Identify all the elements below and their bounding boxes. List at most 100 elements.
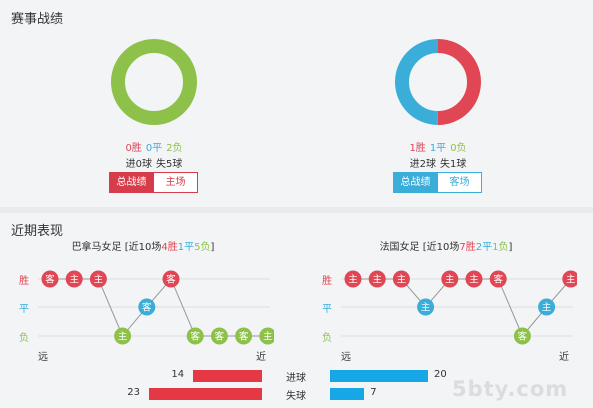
right-form-match-venue: 主 <box>421 302 431 314</box>
right-form-wins: 7胜 <box>459 242 476 253</box>
record-panel: 赛事战绩 0胜 0平 2负 进0球 失5球 总战绩 主场 1胜 1平 0负 进2球 失1球 … <box>11 12 518 193</box>
left-form-match-dot <box>210 327 228 345</box>
right-recent-form-chart: 主主主主主主客客主主 <box>341 270 577 345</box>
right-form-match-point[interactable]: 主 <box>417 298 435 316</box>
right-draw-count: 1平 <box>429 143 447 154</box>
left-form-match-venue: 主 <box>69 274 79 286</box>
left-form-match-venue: 主 <box>263 331 273 343</box>
right-form-match-dot <box>489 270 507 288</box>
left-team-name: 巴拿马女足 <box>71 242 122 253</box>
left-form-match-point[interactable]: 主 <box>89 270 107 288</box>
left-goals-scored-value: 14 <box>171 369 185 380</box>
left-form-match-dot <box>89 270 107 288</box>
left-form-match-point[interactable]: 客 <box>186 327 204 345</box>
right-form-match-venue: 客 <box>518 331 528 343</box>
record-section-title: 赛事战绩 <box>11 12 64 27</box>
left-team-header: 巴拿马女足 [近10场4胜1平5负] <box>13 238 273 253</box>
right-form-match-point[interactable]: 主 <box>368 270 386 288</box>
right-form-match-dot <box>368 270 386 288</box>
left-form-match-point[interactable]: 主 <box>65 270 83 288</box>
right-form-match-point[interactable]: 主 <box>562 270 577 288</box>
right-goals-scored-bar <box>330 370 428 382</box>
right-form-match-venue: 主 <box>348 274 358 286</box>
right-form-match-venue: 客 <box>493 274 503 286</box>
right-form-draws: 2平 <box>475 242 493 253</box>
right-form-match-dot <box>465 270 483 288</box>
left-win-count: 0胜 <box>125 143 142 154</box>
left-form-match-venue: 客 <box>45 274 55 286</box>
left-row-label-draw: 平 <box>19 304 29 315</box>
left-goals-conceded-value: 23 <box>127 387 141 398</box>
left-form-match-venue: 客 <box>142 302 152 314</box>
right-row-label-loss: 负 <box>322 333 332 344</box>
left-form-match-point[interactable]: 客 <box>41 270 59 288</box>
left-form-losses: 5负 <box>194 242 211 253</box>
right-team-name: 法国女足 <box>379 242 420 253</box>
right-goals-conceded-value: 7 <box>370 387 377 398</box>
left-form-match-dot <box>186 327 204 345</box>
left-goals-conceded-bar <box>149 388 262 400</box>
right-record-donut-chart <box>395 39 481 125</box>
right-form-match-venue: 主 <box>469 274 479 286</box>
left-axis-near: 近 <box>256 352 266 363</box>
left-form-match-dot <box>65 270 83 288</box>
right-form-match-point[interactable]: 客 <box>513 327 531 345</box>
left-form-match-point[interactable]: 客 <box>210 327 228 345</box>
right-goals-scored-value: 20 <box>434 369 447 380</box>
right-form-match-dot <box>441 270 459 288</box>
right-team-header: 法国女足 [近10场7胜2平1负] <box>316 238 576 253</box>
left-loss-count: 2负 <box>166 143 183 154</box>
right-form-suffix: ] <box>508 242 513 253</box>
right-goals-summary: 进2球 失1球 <box>358 155 518 170</box>
left-form-match-dot <box>114 327 132 345</box>
right-form-match-point[interactable]: 主 <box>344 270 362 288</box>
right-axis-near: 近 <box>559 352 569 363</box>
left-row-label-loss: 负 <box>19 333 29 344</box>
right-axis-far: 远 <box>341 352 351 363</box>
recent-form-panel: 近期表现 巴拿马女足 [近10场4胜1平5负] 法国女足 [近10场7胜2平1负… <box>0 213 593 408</box>
goals-conceded-label: 失球 <box>286 391 306 402</box>
right-form-match-point[interactable]: 主 <box>441 270 459 288</box>
right-row-label-draw: 平 <box>322 304 332 315</box>
right-form-match-venue: 主 <box>566 274 576 286</box>
right-tab-overall[interactable]: 总战绩 <box>393 172 438 193</box>
right-form-match-dot <box>513 327 531 345</box>
left-form-match-dot <box>138 298 156 316</box>
left-form-match-venue: 主 <box>94 274 104 286</box>
right-form-match-venue: 主 <box>542 302 552 314</box>
right-form-match-point[interactable]: 主 <box>392 270 410 288</box>
left-tab-overall[interactable]: 总战绩 <box>109 172 154 193</box>
right-form-match-venue: 主 <box>445 274 455 286</box>
right-goals-conceded-bar <box>330 388 365 400</box>
left-form-match-venue: 客 <box>215 331 225 343</box>
left-form-match-point[interactable]: 主 <box>259 327 274 345</box>
left-form-match-point[interactable]: 客 <box>138 298 156 316</box>
left-form-match-point[interactable]: 客 <box>162 270 180 288</box>
right-form-match-dot <box>417 298 435 316</box>
right-form-match-point[interactable]: 主 <box>465 270 483 288</box>
right-goals-for: 进2球 <box>409 159 436 170</box>
left-draw-count: 0平 <box>145 143 163 154</box>
left-tab-home[interactable]: 主场 <box>154 172 198 193</box>
left-form-match-point[interactable]: 客 <box>235 327 253 345</box>
left-form-trend-line <box>50 278 268 337</box>
right-tab-away[interactable]: 客场 <box>438 172 482 193</box>
right-form-match-point[interactable]: 客 <box>489 270 507 288</box>
left-form-wins: 4胜 <box>161 242 178 253</box>
left-form-match-venue: 客 <box>166 274 176 286</box>
right-form-prefix: [近10场 <box>422 242 460 253</box>
right-form-match-point[interactable]: 主 <box>538 298 556 316</box>
left-form-match-venue: 客 <box>190 331 200 343</box>
recent-section-title: 近期表现 <box>11 224 64 239</box>
left-form-match-point[interactable]: 主 <box>114 327 132 345</box>
right-record-tabs: 总战绩 客场 <box>393 172 482 193</box>
left-form-match-dot <box>259 327 274 345</box>
left-record-donut-chart <box>111 39 197 125</box>
right-form-match-dot <box>538 298 556 316</box>
left-form-match-venue: 客 <box>239 331 249 343</box>
site-watermark: 5bty.com <box>452 377 569 401</box>
left-goals-for: 进0球 <box>125 159 152 170</box>
left-axis-far: 远 <box>38 352 48 363</box>
left-wdl-summary: 0胜 0平 2负 <box>74 139 234 154</box>
left-goals-summary: 进0球 失5球 <box>74 155 234 170</box>
